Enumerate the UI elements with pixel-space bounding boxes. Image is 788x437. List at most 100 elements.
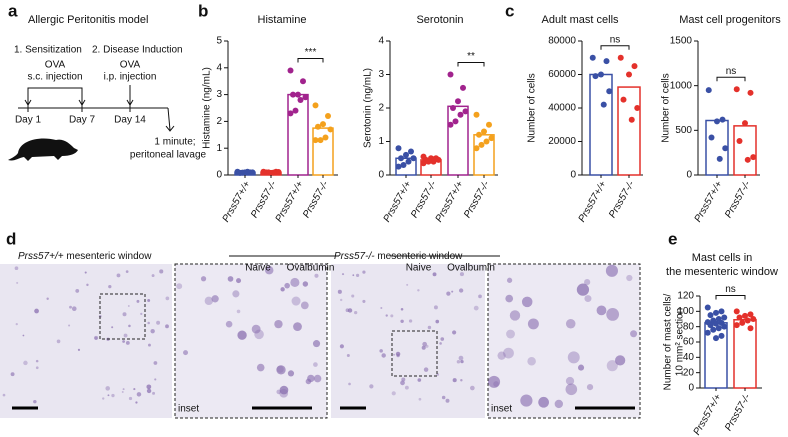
inset-frame — [487, 263, 641, 419]
stain-dot — [355, 273, 360, 277]
data-point — [713, 309, 719, 316]
micrograph — [0, 264, 172, 418]
stain-dot — [23, 360, 28, 366]
micrographs: Prss57+/+ mesenteric window Prss57-/- me… — [0, 251, 641, 419]
schematic-title: Allergic Peritonitis model — [28, 14, 148, 26]
stain-dot — [22, 334, 25, 337]
y-tick-label: 1 — [378, 136, 384, 147]
stain-dot — [151, 274, 155, 278]
stain-dot — [69, 305, 72, 309]
stain-dot — [122, 312, 127, 317]
stain-dot — [14, 266, 19, 271]
data-point — [713, 320, 719, 327]
micrograph-inset — [488, 264, 640, 418]
day-label: Day 7 — [69, 115, 96, 126]
stain-dot — [56, 339, 61, 344]
stain-dot — [404, 385, 409, 390]
stain-dot — [421, 345, 426, 350]
stain-dot — [152, 391, 156, 395]
y-tick-label: 5 — [216, 36, 222, 47]
y-tick-label: 2 — [378, 103, 384, 114]
stain-dot — [284, 282, 290, 289]
stain-dot — [122, 388, 125, 391]
stain-dot — [33, 399, 37, 404]
data-point — [457, 111, 464, 118]
y-tick-label: 500 — [675, 125, 692, 136]
stain-dot — [176, 283, 183, 290]
stain-dot — [146, 388, 152, 394]
stain-dot — [68, 324, 71, 327]
stain-dot — [478, 294, 482, 299]
stain-dot — [451, 290, 454, 293]
data-point — [292, 107, 299, 114]
y-tick-label: 40 — [683, 352, 695, 363]
significance-label: ns — [726, 66, 737, 77]
data-point — [295, 91, 301, 98]
data-point — [704, 329, 711, 336]
data-point — [312, 102, 319, 109]
data-point — [750, 316, 757, 322]
group-label: Ovalbumin — [287, 263, 335, 274]
stain-dot — [456, 360, 461, 364]
stain-dot — [605, 264, 618, 277]
data-point — [395, 163, 402, 170]
y-tick-label: 80 — [683, 321, 695, 332]
stain-dot — [400, 307, 404, 311]
data-point — [721, 314, 728, 321]
y-tick-label: 80000 — [548, 36, 576, 47]
data-point — [420, 160, 427, 167]
stain-dot — [200, 276, 207, 282]
chart-title: Mast cells in — [692, 252, 753, 264]
y-axis-label: 10 mm² section — [675, 308, 686, 376]
inset-frame — [174, 263, 328, 419]
data-point — [270, 169, 277, 176]
y-axis-label: Number of mast cells/ — [663, 293, 674, 390]
data-point — [631, 63, 638, 70]
panel-label: c — [505, 1, 514, 20]
y-tick-label: 0 — [216, 170, 222, 181]
mouse-icon — [8, 138, 78, 161]
y-tick-label: 120 — [677, 291, 694, 302]
stain-dot — [156, 320, 161, 325]
y-tick-label: 4 — [216, 62, 222, 73]
significance-bracket — [600, 45, 630, 50]
stain-dot — [123, 333, 128, 338]
data-point — [705, 87, 712, 94]
bar — [733, 125, 757, 176]
stain-dot — [279, 385, 289, 395]
data-point — [249, 169, 256, 176]
stain-dot — [122, 340, 126, 343]
x-tick-label: Prss57+/+ — [434, 179, 466, 224]
stain-dot — [506, 329, 515, 339]
x-tick-label: Prss57+/+ — [693, 179, 725, 224]
route: s.c. injection — [27, 72, 82, 83]
stain-dot — [125, 270, 129, 273]
stain-dot — [417, 289, 420, 292]
data-point — [400, 161, 407, 168]
stain-dot — [280, 287, 285, 292]
stain-dot — [460, 359, 464, 364]
micrograph — [331, 264, 485, 418]
data-point — [736, 314, 743, 321]
y-tick-label: 60000 — [548, 69, 576, 80]
stain-dot — [211, 295, 219, 303]
induction-arrow — [126, 85, 134, 106]
stain-dot — [488, 375, 501, 388]
data-point — [452, 118, 459, 125]
y-tick-label: 0 — [688, 383, 694, 394]
stain-dot — [313, 374, 322, 383]
micrograph-title: mesenteric window — [66, 251, 152, 262]
stain-dot — [380, 307, 383, 310]
stain-dot — [565, 376, 575, 386]
x-tick-label: Prss57+/+ — [274, 179, 306, 224]
data-point — [721, 323, 728, 330]
stain-dot — [105, 386, 110, 391]
stain-dot — [232, 290, 240, 298]
data-point — [265, 169, 272, 176]
data-point — [747, 311, 754, 318]
stain-dot — [578, 364, 585, 371]
panel-label: d — [6, 229, 16, 248]
end-note: peritoneal lavage — [130, 150, 207, 161]
data-point — [718, 332, 725, 339]
